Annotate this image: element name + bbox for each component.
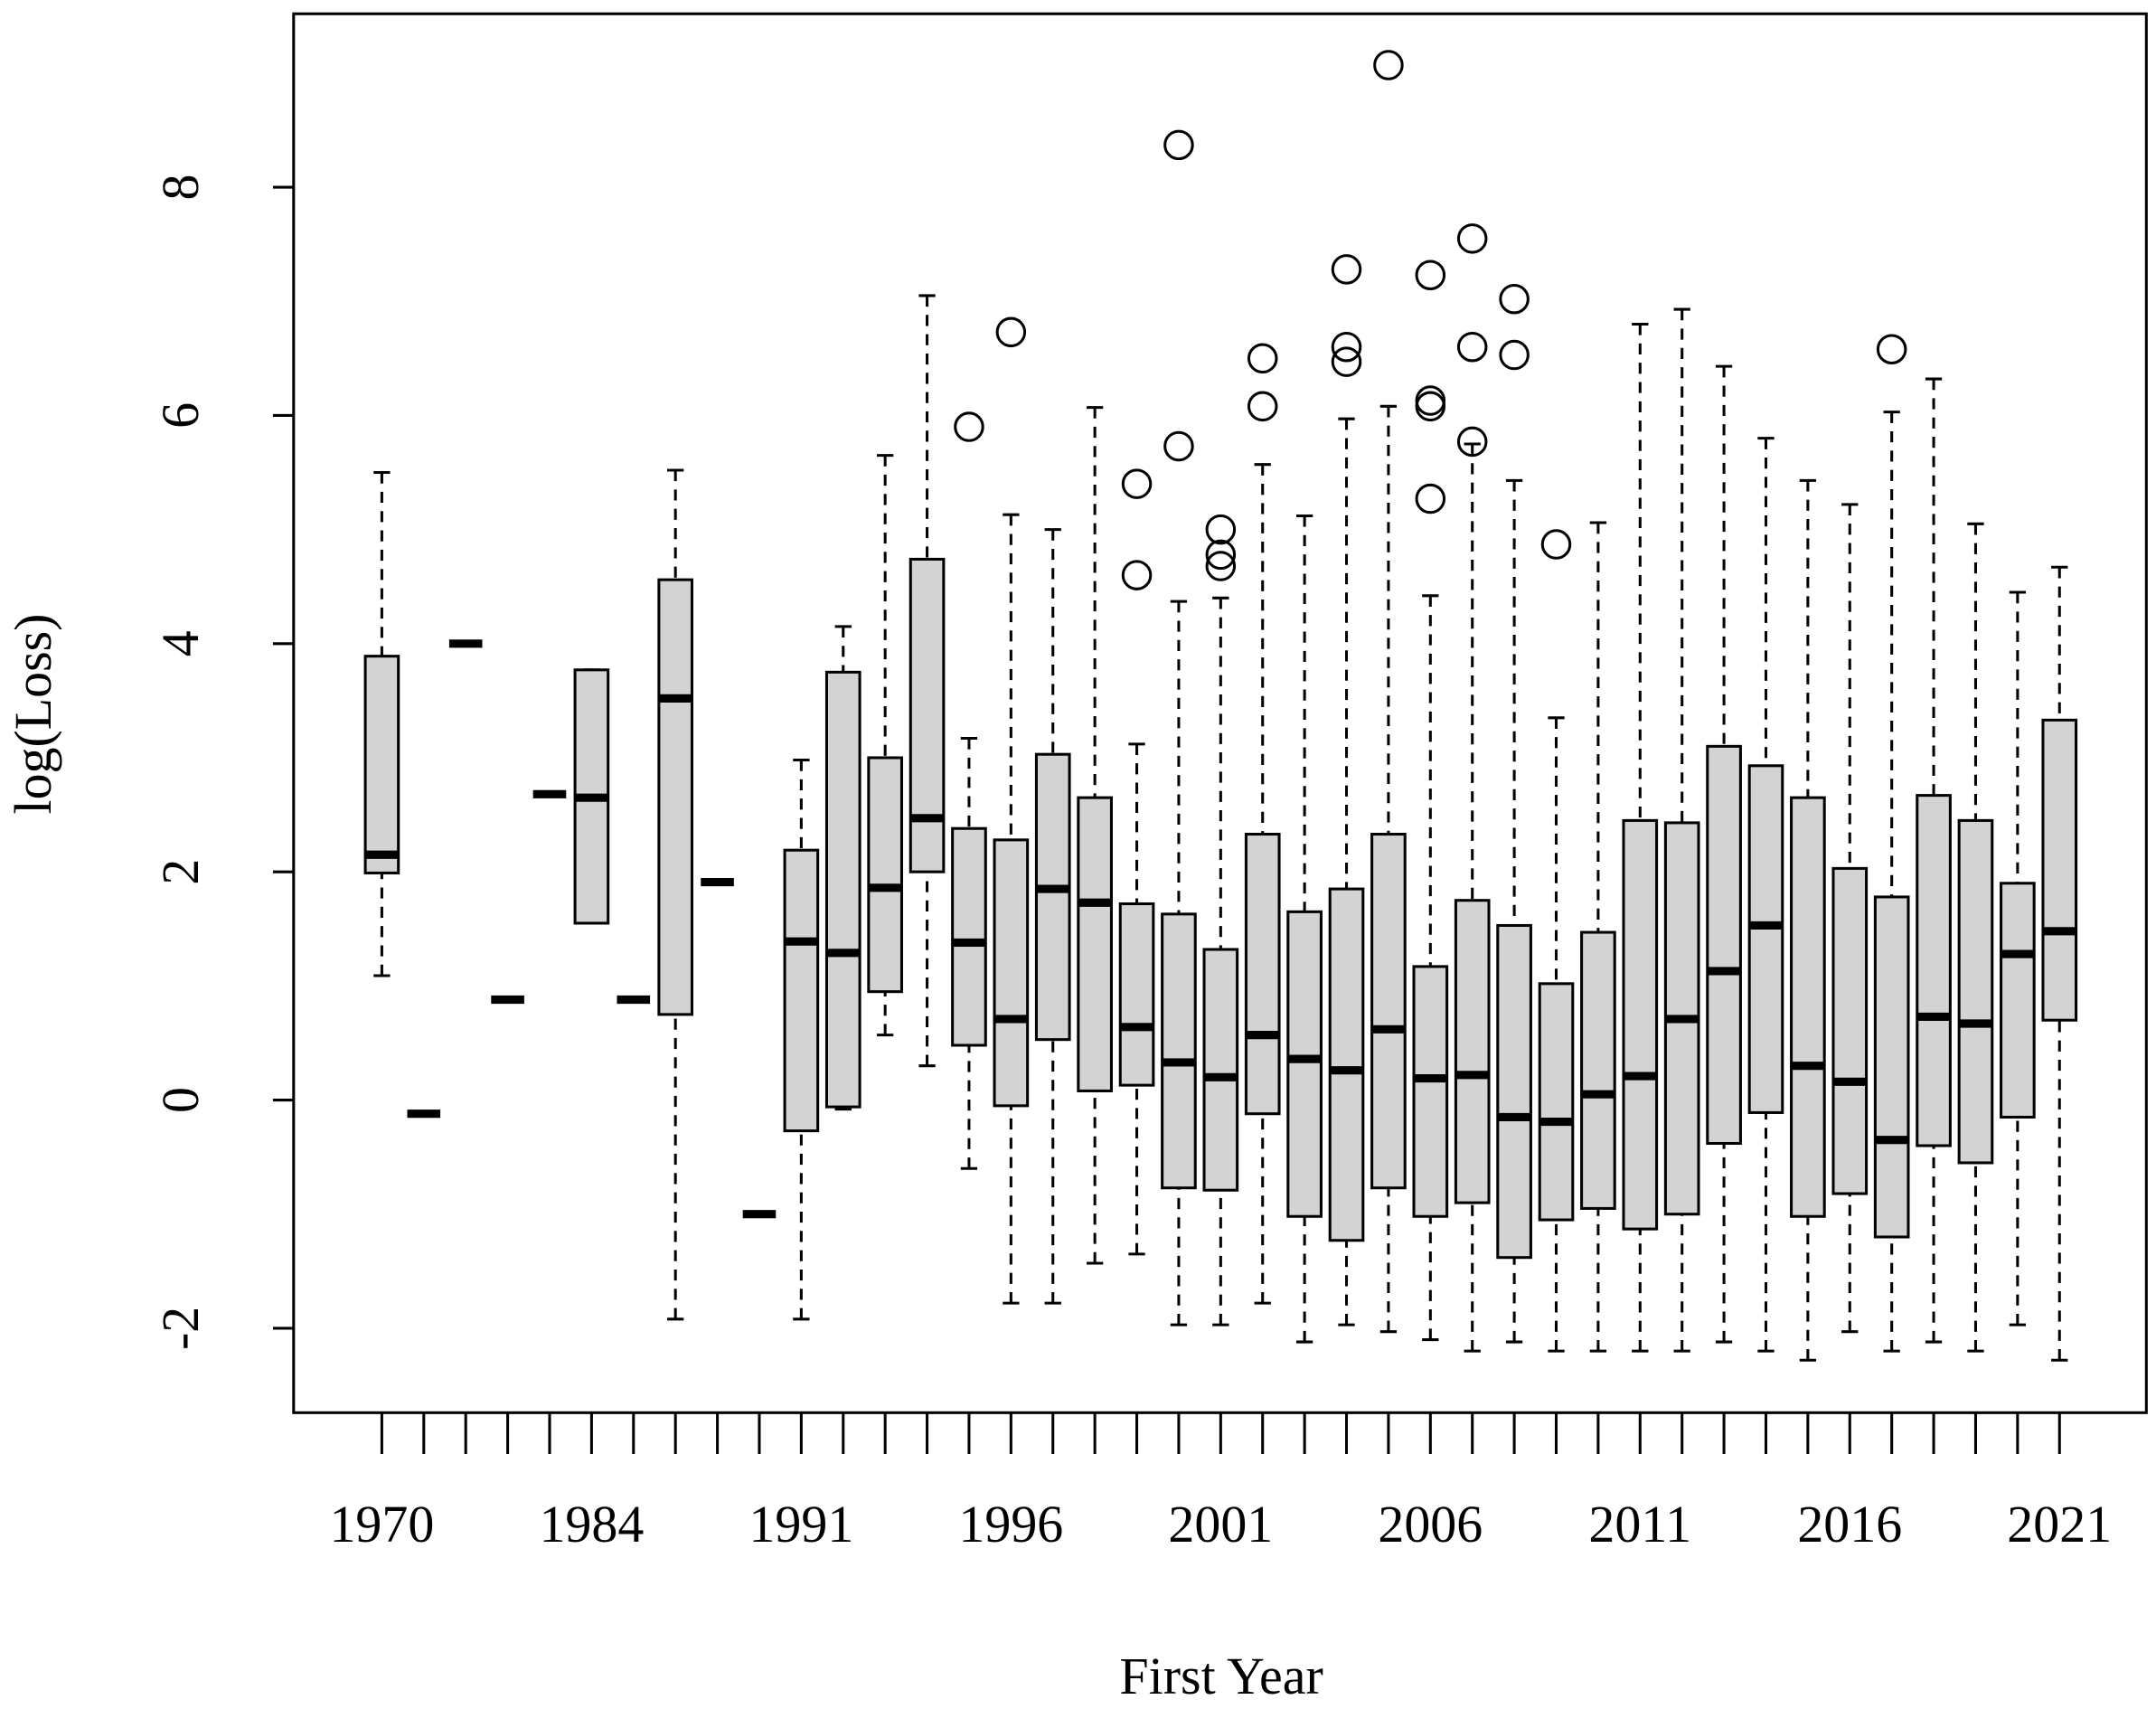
- box: [1706, 744, 1742, 1146]
- box: [824, 670, 861, 1109]
- box: [1077, 796, 1113, 1092]
- x-tick-label: 1984: [539, 1495, 644, 1553]
- outlier: [1373, 50, 1404, 80]
- box: [1538, 982, 1575, 1222]
- y-tick-label: 0: [151, 1087, 210, 1113]
- outlier: [1456, 426, 1488, 458]
- box: [1034, 752, 1071, 1042]
- outlier: [1331, 254, 1362, 285]
- x-axis-label: First Year: [1119, 1647, 1323, 1705]
- x-tick-label: 2011: [1588, 1495, 1691, 1553]
- outlier: [1247, 343, 1278, 374]
- outlier: [954, 411, 984, 442]
- x-tick-label: 2021: [2007, 1495, 2112, 1553]
- x-tick-label: 1996: [958, 1495, 1063, 1553]
- outlier: [1205, 551, 1237, 581]
- box: [993, 838, 1030, 1108]
- outlier: [1415, 483, 1446, 515]
- x-tick-label: 2001: [1168, 1495, 1273, 1553]
- x-tick-label: 2006: [1378, 1495, 1483, 1553]
- y-tick-label: 6: [151, 402, 210, 429]
- outlier: [1499, 283, 1530, 315]
- y-tick-label: -2: [151, 1307, 210, 1350]
- box: [867, 756, 903, 994]
- box: [1957, 818, 1994, 1165]
- box: [909, 557, 946, 873]
- box: [1244, 833, 1281, 1116]
- y-tick-label: 8: [151, 175, 210, 201]
- box: [1790, 796, 1826, 1218]
- outlier: [1247, 391, 1278, 422]
- outlier: [1540, 529, 1572, 560]
- box: [363, 655, 400, 874]
- box: [783, 848, 820, 1133]
- outlier: [1456, 223, 1488, 254]
- box: [657, 578, 694, 1016]
- box: [1831, 866, 1869, 1195]
- outlier: [1499, 339, 1530, 371]
- x-tick-label: 1970: [329, 1495, 434, 1553]
- y-axis-label: log(Loss): [4, 614, 62, 815]
- box: [2041, 718, 2078, 1022]
- box: [1747, 764, 1784, 1114]
- outlier: [1205, 539, 1237, 571]
- outlier: [1415, 385, 1446, 416]
- outlier: [1415, 391, 1446, 422]
- outlier: [1331, 331, 1362, 363]
- outlier: [1331, 346, 1362, 377]
- outlier: [1121, 468, 1153, 499]
- x-tick-label: 2016: [1797, 1495, 1902, 1553]
- box: [1622, 818, 1659, 1231]
- box: [1370, 833, 1407, 1190]
- box: [1118, 902, 1155, 1087]
- outlier: [1415, 260, 1446, 290]
- box: [951, 826, 987, 1047]
- x-tick-label: 1991: [748, 1495, 853, 1553]
- outlier: [1163, 430, 1194, 462]
- box: [1580, 930, 1616, 1210]
- box: [1873, 895, 1910, 1239]
- box: [1202, 948, 1239, 1192]
- box: [1161, 912, 1197, 1190]
- box: [1496, 923, 1532, 1260]
- box: [1454, 899, 1491, 1204]
- outlier: [995, 316, 1027, 348]
- y-tick-label: 2: [151, 859, 210, 885]
- outlier: [1121, 560, 1153, 590]
- box: [1328, 887, 1365, 1242]
- y-tick-label: 4: [151, 630, 210, 656]
- outlier: [1163, 129, 1194, 161]
- box: [1916, 794, 1952, 1147]
- box: [1412, 965, 1449, 1218]
- outlier: [1876, 334, 1907, 364]
- outlier: [1205, 514, 1237, 545]
- box: [1286, 910, 1323, 1218]
- outlier: [1456, 331, 1488, 363]
- box: [2000, 882, 2036, 1119]
